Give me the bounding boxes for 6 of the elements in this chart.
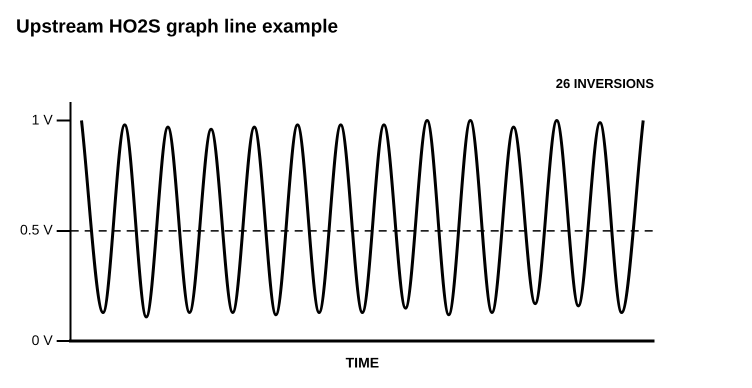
- chart-title: Upstream HO2S graph line example: [16, 16, 338, 38]
- y-tick-label: 0.5 V: [20, 222, 54, 238]
- y-tick-label: 1 V: [32, 111, 54, 128]
- x-axis-title: TIME: [346, 354, 380, 370]
- y-tick-label: 0 V: [32, 332, 54, 348]
- text: 26 INVERSIONS: [556, 76, 654, 91]
